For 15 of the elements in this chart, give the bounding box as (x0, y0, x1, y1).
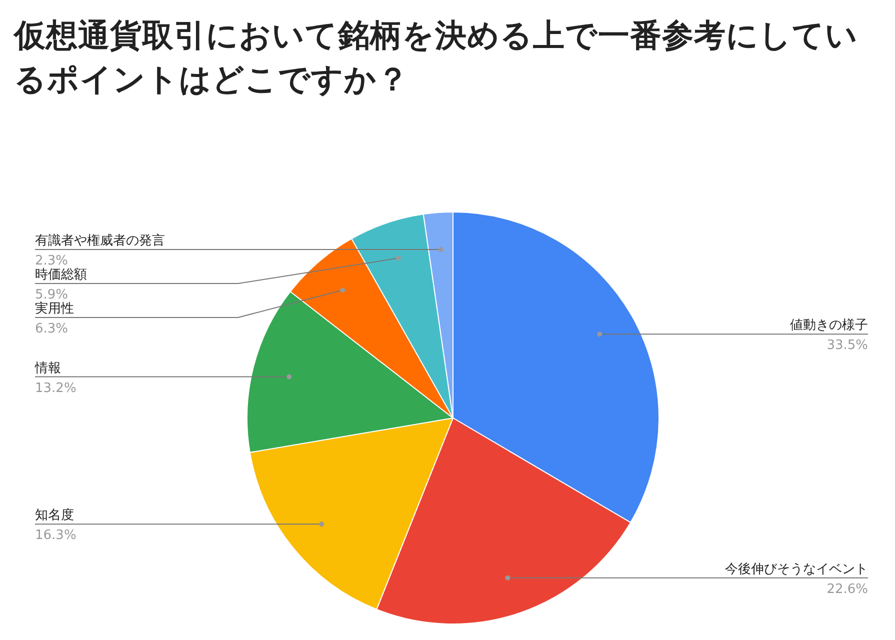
slice-label: 時価総額 (35, 268, 87, 283)
slice-label: 実用性 (35, 300, 74, 317)
slice-label: 今後伸びそうなイベント (725, 562, 868, 577)
slice-label: 知名度 (35, 507, 74, 524)
chart-title: 仮想通貨取引において銘柄を決める上で一番参考にしているポイントはどこですか？ (14, 17, 859, 100)
data-label: 5.9% (35, 288, 68, 303)
data-label: 16.3% (35, 528, 76, 544)
slice-label: 値動きの様子 (790, 318, 868, 334)
data-label: 33.5% (826, 338, 868, 354)
data-label: 2.3% (35, 254, 68, 269)
data-label: 22.6% (826, 582, 868, 597)
slice-label: 情報 (34, 360, 61, 376)
slice-label: 有識者や権威者の発言 (35, 232, 165, 249)
data-label: 6.3% (35, 322, 68, 337)
data-label: 13.2% (35, 380, 76, 396)
